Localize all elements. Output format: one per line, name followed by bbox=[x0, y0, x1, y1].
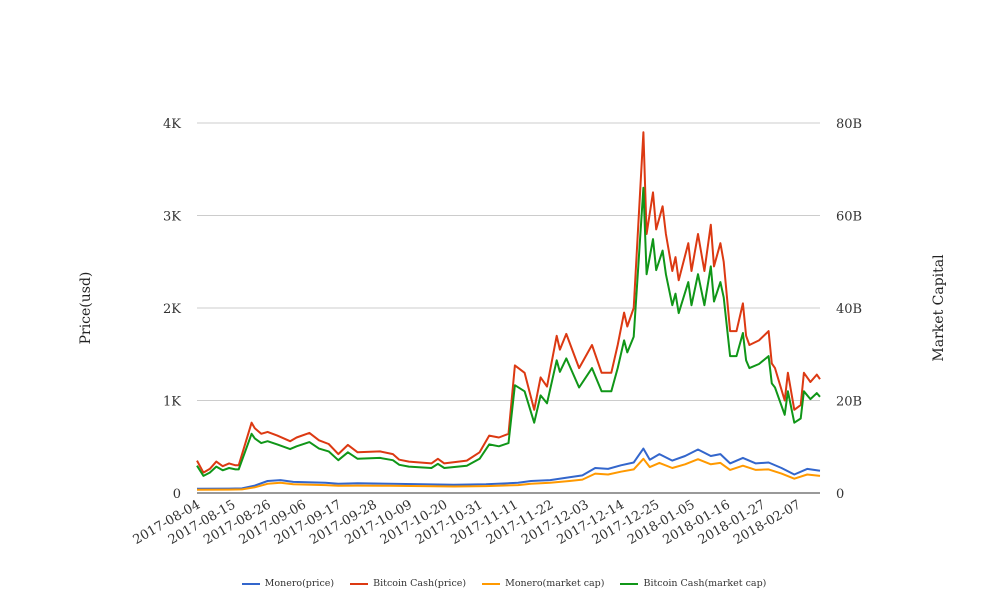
legend-item[interactable]: Monero(price) bbox=[241, 578, 335, 589]
series-line-monero-price bbox=[196, 447, 821, 490]
y-left-tick-label: 2K bbox=[163, 302, 181, 317]
legend-swatch bbox=[350, 582, 369, 585]
y-left-tick-label: 3K bbox=[163, 210, 181, 225]
series-line-bitcoin-cash-price bbox=[196, 131, 821, 474]
legend-swatch bbox=[620, 582, 639, 585]
y-right-tick-label: 0 bbox=[836, 487, 844, 502]
legend: Monero(price) Bitcoin Cash(price) Monero(m… bbox=[0, 578, 1008, 589]
legend-label: Bitcoin Cash(market cap) bbox=[643, 578, 767, 589]
legend-swatch bbox=[482, 582, 501, 585]
y-right-tick-label: 20B bbox=[836, 395, 862, 410]
y-left-tick-label: 0 bbox=[173, 487, 181, 502]
y-left-tick-label: 4K bbox=[163, 117, 181, 132]
legend-label: Bitcoin Cash(price) bbox=[373, 578, 467, 589]
legend-label: Monero(price) bbox=[264, 578, 335, 589]
y-right-tick-label: 40B bbox=[836, 302, 862, 317]
y-axis-right-title: Market Capital bbox=[931, 254, 947, 362]
legend-swatch bbox=[241, 582, 260, 585]
series-line-bitcoin-cash-market-cap bbox=[196, 186, 821, 477]
legend-item[interactable]: Bitcoin Cash(price) bbox=[350, 578, 466, 589]
y-right-tick-label: 80B bbox=[836, 117, 862, 132]
legend-label: Monero(market cap) bbox=[505, 578, 605, 589]
series-line-monero-market-cap bbox=[196, 457, 821, 491]
legend-item[interactable]: Monero(market cap) bbox=[482, 578, 604, 589]
y-axis-left-title: Price(usd) bbox=[78, 272, 94, 345]
y-right-tick-label: 60B bbox=[836, 210, 862, 225]
y-left-tick-label: 1K bbox=[163, 395, 181, 410]
legend-item[interactable]: Bitcoin Cash(market cap) bbox=[620, 578, 766, 589]
